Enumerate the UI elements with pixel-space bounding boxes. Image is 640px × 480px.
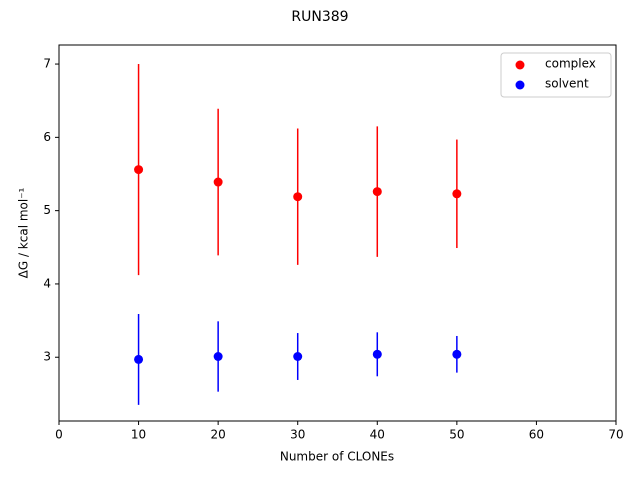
point: [293, 352, 303, 362]
plot-frame: [58, 44, 617, 422]
y-axis-label: ΔG / kcal mol⁻¹: [17, 187, 31, 278]
y-tick-label: 7: [43, 57, 51, 71]
x-tick-label: 70: [608, 428, 623, 442]
x-tick-label: 0: [55, 428, 63, 442]
y-tick-label: 4: [43, 276, 51, 290]
point: [134, 354, 144, 364]
y-tick-label: 5: [43, 203, 51, 217]
x-axis-label: Number of CLONEs: [280, 450, 394, 464]
y-tick-label: 6: [43, 130, 51, 144]
x-tick-label: 10: [131, 428, 146, 442]
legend-marker: [515, 80, 525, 90]
chart-title: RUN389: [291, 9, 348, 25]
point: [372, 187, 382, 197]
legend-label: solvent: [545, 77, 589, 91]
point: [452, 189, 462, 199]
point: [372, 349, 382, 359]
legend-box: [500, 52, 612, 98]
x-tick-label: 60: [529, 428, 544, 442]
x-tick-label: 20: [211, 428, 226, 442]
y-tick-label: 3: [43, 350, 51, 364]
x-tick-label: 30: [290, 428, 305, 442]
point: [213, 352, 223, 362]
point: [134, 165, 144, 175]
legend-marker: [515, 60, 525, 70]
point: [452, 349, 462, 359]
point: [213, 177, 223, 187]
legend-label: complex: [545, 57, 596, 71]
x-tick-label: 40: [370, 428, 385, 442]
x-tick-label: 50: [449, 428, 464, 442]
point: [293, 192, 303, 202]
